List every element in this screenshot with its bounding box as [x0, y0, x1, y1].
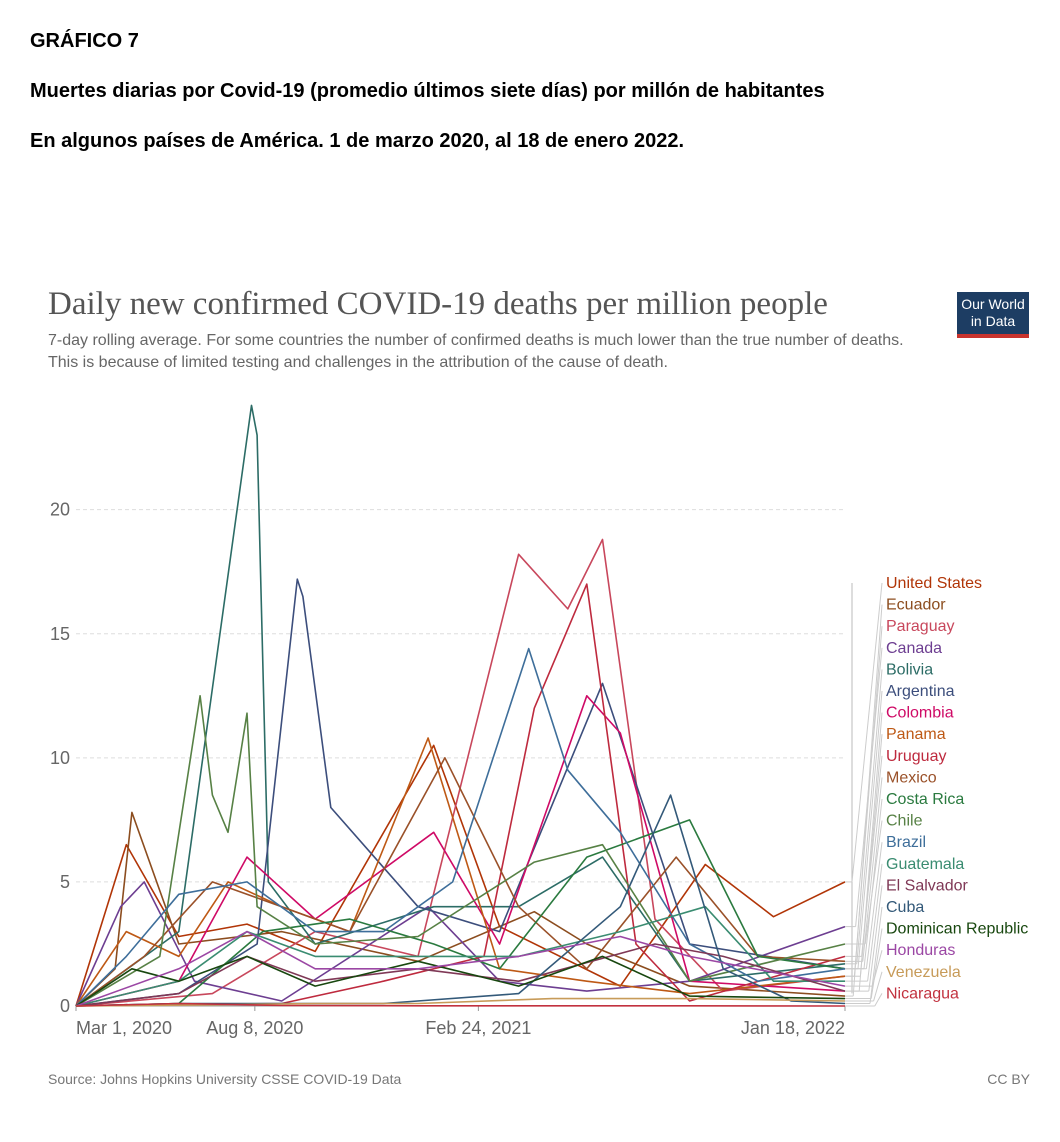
legend-connector	[871, 950, 883, 987]
series-line-honduras	[75, 930, 846, 1007]
legend-connector	[851, 582, 883, 882]
logo-line1: Our World	[961, 296, 1025, 312]
legend-label: Mexico	[886, 769, 937, 786]
legend-connector	[864, 820, 883, 945]
source-note: Source: Johns Hopkins University CSSE CO…	[48, 1071, 402, 1087]
logo-line2: in Data	[970, 313, 1016, 329]
figure-label: GRÁFICO 7	[30, 30, 139, 52]
series-line-canada	[75, 881, 846, 1007]
series-line-guatemala	[75, 905, 845, 1007]
legend-label: Bolivia	[886, 661, 933, 678]
legend-label: Panama	[886, 726, 946, 743]
series-line-ecuador	[75, 811, 846, 1007]
series-line-mexico	[75, 756, 846, 1007]
series-line-uruguay	[75, 583, 846, 1007]
series-line-chile	[75, 694, 846, 1007]
legend-label: Uruguay	[886, 748, 946, 765]
line-chart: 0 5 10 15 20 Mar 1, 2020 Aug 8, 2020 Feb 24, 20…	[50, 404, 1028, 1038]
chart-title: Daily new confirmed COVID-19 deaths per …	[48, 286, 828, 322]
y-tick-label: 15	[50, 624, 70, 644]
x-tick-label: Jan 18, 2022	[741, 1018, 845, 1038]
legend-connector	[870, 928, 883, 999]
series-line-venezuela	[75, 997, 846, 1007]
x-tick-label: Mar 1, 2020	[76, 1018, 172, 1038]
y-tick-label: 20	[50, 500, 70, 520]
figure-caption-line2: En algunos países de América. 1 de marzo…	[30, 130, 685, 152]
series-line-cuba	[75, 794, 846, 1007]
series-line-nicaragua	[75, 1002, 846, 1007]
y-tick-label: 5	[60, 872, 70, 892]
y-tick-label: 10	[50, 748, 70, 768]
legend-connector	[856, 669, 883, 964]
legend-connector	[855, 647, 883, 927]
legend-label: Dominican Republic	[886, 921, 1028, 938]
legend-label: Brazil	[886, 834, 926, 851]
legend-connector	[867, 863, 883, 982]
series-line-bolivia	[75, 404, 846, 1007]
legend-connector	[865, 842, 883, 969]
legend-label: Paraguay	[886, 618, 955, 635]
legend-connector	[873, 971, 883, 1002]
legend-label: Argentina	[886, 683, 955, 700]
legend-label: Costa Rica	[886, 791, 964, 808]
legend-connector	[857, 690, 883, 969]
figure-caption-line1: Muertes diarias por Covid-19 (promedio ú…	[30, 80, 825, 102]
series-line-dominican-republic	[75, 955, 846, 1007]
legend-label: Nicaragua	[886, 985, 959, 1002]
legend-label: Colombia	[886, 705, 954, 722]
legend-label: United States	[886, 575, 982, 592]
series-line-united-states	[75, 744, 846, 1007]
legend-label: Guatemala	[886, 856, 964, 873]
y-tick-label: 0	[60, 996, 70, 1016]
legend-connector	[869, 906, 883, 1004]
series-line-brazil	[75, 647, 846, 1007]
legend-label: El Salvador	[886, 877, 968, 894]
owid-logo[interactable]: Our World in Data	[957, 292, 1029, 338]
legend-label: Ecuador	[886, 597, 946, 614]
legend-label: Chile	[886, 813, 923, 830]
series-line-colombia	[75, 694, 846, 1007]
legend-label: Honduras	[886, 942, 955, 959]
legend-connector	[861, 755, 883, 957]
x-tick-label: Feb 24, 2021	[425, 1018, 531, 1038]
legend-connector	[868, 885, 883, 992]
legend-connector	[853, 626, 883, 977]
legend-label: Canada	[886, 640, 942, 657]
chart-subtitle: 7-day rolling average. For some countrie…	[48, 332, 904, 371]
legend-label: Cuba	[886, 899, 924, 916]
legend-connector	[874, 993, 883, 1007]
license-link[interactable]: CC BY	[987, 1071, 1030, 1087]
legend-label: Venezuela	[886, 964, 961, 981]
legend-connector	[862, 777, 883, 962]
series-line-costa-rica	[75, 819, 846, 1007]
x-tick-label: Aug 8, 2020	[206, 1018, 303, 1038]
